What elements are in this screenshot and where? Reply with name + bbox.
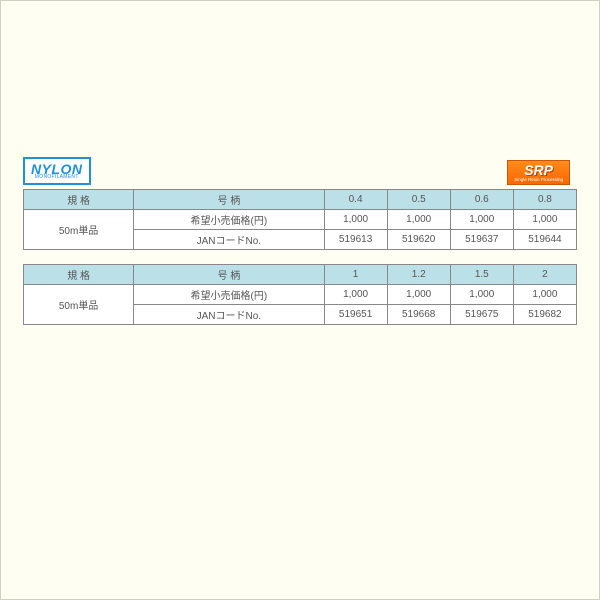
td-val: 519668 xyxy=(387,305,450,325)
td-val: 519651 xyxy=(324,305,387,325)
spec-table-2: 規 格 号 柄 1 1.2 1.5 2 50m単品 希望小売価格(円) 1,00… xyxy=(23,264,577,325)
td-val: 519675 xyxy=(450,305,513,325)
td-val: 1,000 xyxy=(450,210,513,230)
td-val: 1,000 xyxy=(387,210,450,230)
th-attr: 号 柄 xyxy=(134,190,324,210)
th-size: 0.5 xyxy=(387,190,450,210)
th-size: 0.4 xyxy=(324,190,387,210)
td-val: 519620 xyxy=(387,230,450,250)
srp-badge-title: SRP xyxy=(514,163,563,177)
td-val: 1,000 xyxy=(324,210,387,230)
th-attr: 号 柄 xyxy=(134,265,324,285)
td-attr: 希望小売価格(円) xyxy=(134,285,324,305)
srp-badge: SRP Single Resin Processing xyxy=(507,160,570,186)
td-val: 519637 xyxy=(450,230,513,250)
th-spec: 規 格 xyxy=(24,190,134,210)
th-spec: 規 格 xyxy=(24,265,134,285)
th-size: 1 xyxy=(324,265,387,285)
th-size: 1.5 xyxy=(450,265,513,285)
td-val: 1,000 xyxy=(450,285,513,305)
td-val: 1,000 xyxy=(387,285,450,305)
td-attr: 希望小売価格(円) xyxy=(134,210,324,230)
td-rowlabel: 50m単品 xyxy=(24,285,134,325)
td-val: 1,000 xyxy=(324,285,387,305)
td-attr: JANコードNo. xyxy=(134,230,324,250)
badge-row: NYLON MONOFILAMENT SRP Single Resin Proc… xyxy=(15,157,585,185)
th-size: 0.6 xyxy=(450,190,513,210)
nylon-badge-subtitle: MONOFILAMENT xyxy=(31,175,83,180)
td-val: 519682 xyxy=(513,305,576,325)
th-size: 1.2 xyxy=(387,265,450,285)
td-val: 1,000 xyxy=(513,285,576,305)
th-size: 0.8 xyxy=(513,190,576,210)
td-val: 519613 xyxy=(324,230,387,250)
srp-badge-subtitle: Single Resin Processing xyxy=(514,178,563,183)
th-size: 2 xyxy=(513,265,576,285)
td-attr: JANコードNo. xyxy=(134,305,324,325)
nylon-badge: NYLON MONOFILAMENT xyxy=(23,157,91,185)
spec-table-1: 規 格 号 柄 0.4 0.5 0.6 0.8 50m単品 希望小売価格(円) … xyxy=(23,189,577,250)
td-rowlabel: 50m単品 xyxy=(24,210,134,250)
td-val: 1,000 xyxy=(513,210,576,230)
td-val: 519644 xyxy=(513,230,576,250)
